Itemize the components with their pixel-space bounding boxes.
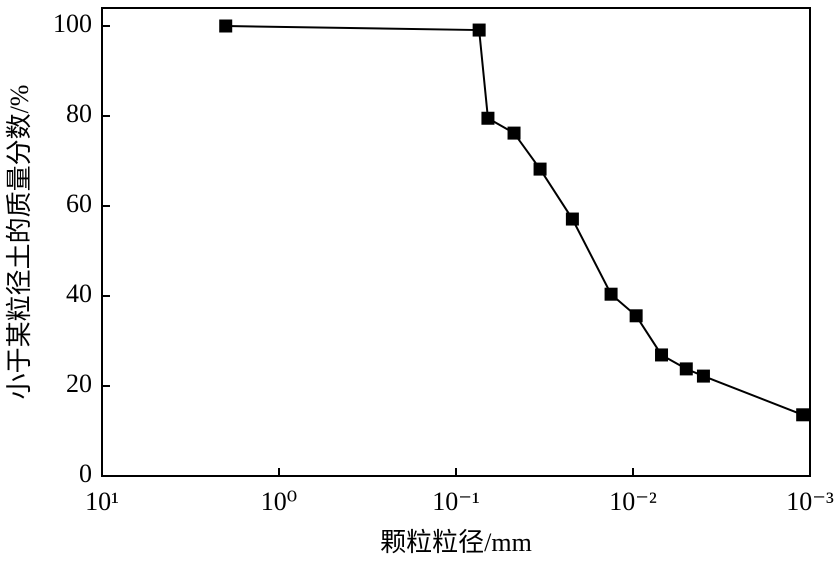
x-tick-label: 10⁰ <box>261 487 297 516</box>
data-point <box>629 309 643 323</box>
y-tick-label: 40 <box>66 279 92 308</box>
data-point <box>507 126 521 140</box>
x-tick-label: 10⁻³ <box>786 487 834 516</box>
y-tick-label: 0 <box>79 459 92 488</box>
y-tick-label: 20 <box>66 369 92 398</box>
y-tick-label: 60 <box>66 189 92 218</box>
plot-frame <box>101 7 811 477</box>
data-point <box>472 23 486 37</box>
x-tick-label: 10⁻² <box>609 487 657 516</box>
data-line <box>225 25 804 416</box>
data-point <box>696 369 710 383</box>
data-point <box>604 287 618 301</box>
data-point <box>655 348 669 362</box>
data-point <box>679 362 693 376</box>
x-tick-label: 10⁻¹ <box>432 487 480 516</box>
y-axis-label: 小于某粒径土的质量分数/% <box>5 85 34 400</box>
y-tick-label: 100 <box>53 9 92 38</box>
x-tick-label: 10¹ <box>85 487 119 516</box>
data-point <box>533 162 547 176</box>
data-point <box>565 212 579 226</box>
data-point <box>219 19 233 33</box>
data-point <box>796 408 810 422</box>
y-tick-label: 80 <box>66 99 92 128</box>
data-point <box>481 111 495 125</box>
x-axis-label: 颗粒粒径/mm <box>380 528 532 557</box>
